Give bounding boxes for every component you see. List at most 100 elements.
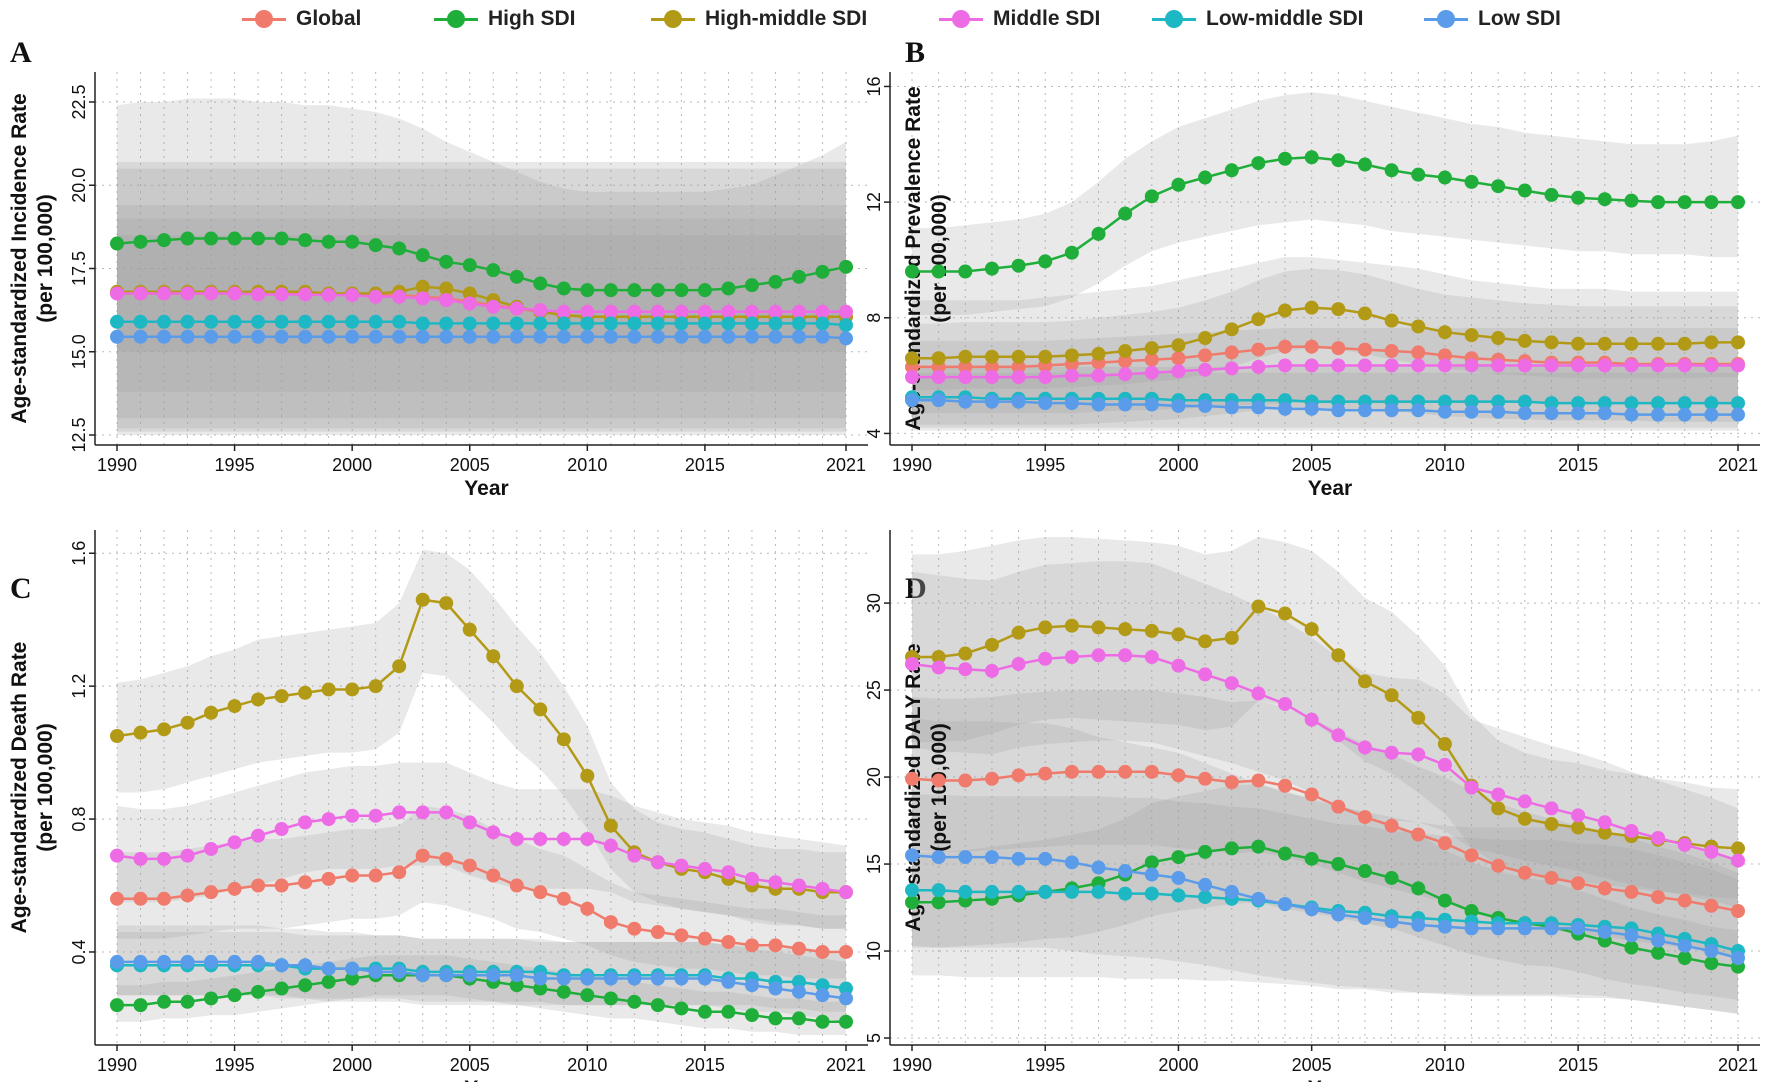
point-high-middle-sdi-2004 — [1278, 606, 1293, 621]
point-high-sdi-1995 — [227, 231, 242, 246]
point-low-sdi-2016 — [721, 329, 736, 344]
point-low-sdi-2002 — [1224, 400, 1239, 415]
point-middle-sdi-1997 — [274, 287, 289, 302]
point-middle-sdi-2020 — [815, 881, 830, 896]
point-high-sdi-2008 — [1384, 163, 1399, 178]
point-low-middle-sdi-2020 — [815, 978, 830, 993]
point-low-sdi-1991 — [133, 329, 148, 344]
point-low-sdi-2008 — [533, 971, 548, 986]
series-global — [905, 764, 1745, 919]
point-low-middle-sdi-1997 — [1091, 884, 1106, 899]
point-high-sdi-1997 — [274, 231, 289, 246]
series-middle-sdi — [905, 648, 1745, 868]
point-high-sdi-2017 — [744, 1008, 759, 1023]
x-tick-label: 1990 — [97, 1055, 137, 1075]
point-high-sdi-2010 — [580, 283, 595, 298]
point-high-middle-sdi-2001 — [1198, 331, 1213, 346]
point-high-sdi-2011 — [603, 283, 618, 298]
point-low-sdi-1993 — [180, 329, 195, 344]
point-middle-sdi-2020 — [815, 304, 830, 319]
point-high-sdi-1995 — [1038, 254, 1053, 269]
point-low-middle-sdi-1992 — [157, 314, 172, 329]
point-high-sdi-2016 — [721, 281, 736, 296]
point-high-middle-sdi-2016 — [1597, 825, 1612, 840]
point-global-2005 — [1304, 787, 1319, 802]
point-high-sdi-1992 — [958, 264, 973, 279]
point-middle-sdi-1998 — [298, 815, 313, 830]
point-middle-sdi-2017 — [1624, 823, 1639, 838]
point-global-1999 — [1144, 764, 1159, 779]
point-middle-sdi-1997 — [274, 822, 289, 837]
point-middle-sdi-2016 — [721, 304, 736, 319]
uncertainty-bands — [912, 92, 1738, 431]
point-low-sdi-2002 — [392, 964, 407, 979]
point-high-middle-sdi-2004 — [1278, 303, 1293, 318]
point-middle-sdi-1997 — [1091, 648, 1106, 663]
point-middle-sdi-1997 — [1091, 368, 1106, 383]
band-middle-sdi — [117, 168, 846, 429]
point-low-sdi-1999 — [1144, 397, 1159, 412]
point-global-2010 — [1437, 348, 1452, 363]
point-middle-sdi-2005 — [1304, 358, 1319, 373]
point-middle-sdi-1990 — [110, 848, 124, 863]
band-high-middle-sdi — [117, 549, 846, 929]
point-middle-sdi-2021 — [839, 304, 853, 319]
point-middle-sdi-2005 — [1304, 712, 1319, 727]
point-global-2009 — [1411, 827, 1426, 842]
point-low-sdi-2010 — [1437, 919, 1452, 934]
point-high-sdi-2016 — [1597, 192, 1612, 207]
point-high-sdi-2012 — [627, 283, 642, 298]
point-low-sdi-2013 — [1517, 406, 1532, 421]
point-global-2014 — [1544, 870, 1559, 885]
point-middle-sdi-2010 — [1437, 757, 1452, 772]
point-low-middle-sdi-2001 — [1198, 890, 1213, 905]
point-low-sdi-2020 — [815, 988, 830, 1003]
point-low-sdi-2021 — [839, 331, 853, 346]
point-global-2012 — [1491, 858, 1506, 873]
point-middle-sdi-1993 — [984, 663, 999, 678]
point-high-sdi-2021 — [839, 259, 853, 274]
point-high-middle-sdi-2004 — [439, 281, 454, 296]
point-middle-sdi-1998 — [298, 287, 313, 302]
point-global-2017 — [1624, 884, 1639, 899]
point-low-sdi-1990 — [905, 393, 919, 408]
x-axis-label: Year — [1308, 1077, 1352, 1082]
point-high-middle-sdi-1995 — [1038, 349, 1053, 364]
point-high-sdi-1998 — [298, 978, 313, 993]
point-low-sdi-2007 — [509, 968, 524, 983]
point-low-middle-sdi-2018 — [768, 316, 783, 331]
x-tick-label: 2021 — [1718, 1055, 1758, 1075]
band-high-sdi — [912, 784, 1738, 1000]
point-low-middle-sdi-2017 — [1624, 396, 1639, 411]
point-low-middle-sdi-1991 — [931, 883, 946, 898]
point-high-sdi-1996 — [251, 984, 266, 999]
point-high-middle-sdi-2009 — [1411, 710, 1426, 725]
x-tick-label: 2015 — [685, 455, 725, 475]
panel-a: A 12.5 15.0 17.5 20.0 22.5 1990 1995 2000 2005 201… — [8, 36, 868, 500]
point-high-sdi-2002 — [392, 241, 407, 256]
point-middle-sdi-2013 — [1517, 358, 1532, 373]
point-low-sdi-2004 — [1278, 897, 1293, 912]
point-high-sdi-2009 — [556, 984, 571, 999]
point-middle-sdi-2000 — [345, 288, 360, 303]
point-low-sdi-2017 — [744, 978, 759, 993]
point-middle-sdi-1992 — [157, 851, 172, 866]
point-high-sdi-2009 — [556, 281, 571, 296]
point-high-middle-sdi-1991 — [133, 725, 148, 740]
x-tick-label: 2021 — [826, 455, 866, 475]
point-low-middle-sdi-2004 — [439, 316, 454, 331]
point-high-middle-sdi-2008 — [1384, 688, 1399, 703]
point-high-sdi-1990 — [110, 236, 124, 251]
point-middle-sdi-2006 — [1331, 358, 1346, 373]
point-global-2003 — [1251, 773, 1266, 788]
point-middle-sdi-2019 — [1677, 358, 1692, 373]
x-tick-label: 2005 — [1292, 1055, 1332, 1075]
point-low-sdi-1997 — [1091, 397, 1106, 412]
point-middle-sdi-1998 — [1118, 648, 1133, 663]
point-middle-sdi-2021 — [839, 885, 853, 900]
point-low-sdi-2009 — [1411, 917, 1426, 932]
point-global-2013 — [1517, 865, 1532, 880]
point-low-middle-sdi-2013 — [1517, 394, 1532, 409]
point-low-sdi-2008 — [1384, 914, 1399, 929]
point-high-sdi-1993 — [180, 231, 195, 246]
